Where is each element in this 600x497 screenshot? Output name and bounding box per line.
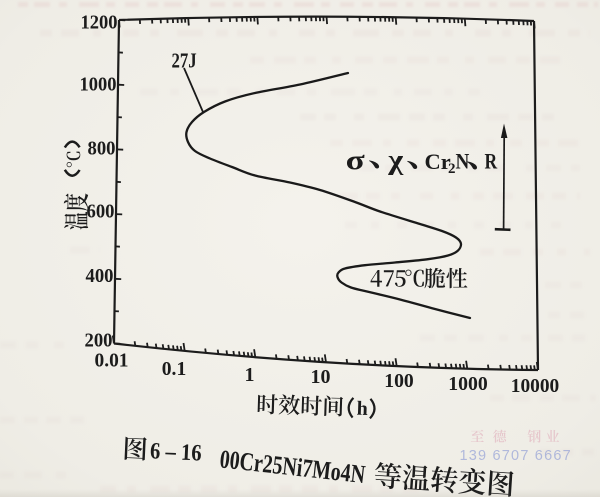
svg-text:100: 100 [384,370,414,392]
svg-text:N: N [456,148,470,174]
svg-text:139 6707 6667: 139 6707 6667 [460,448,572,464]
svg-text:Cr: Cr [425,149,451,174]
svg-text:600: 600 [87,201,115,223]
svg-text:1000: 1000 [80,74,117,96]
svg-text:800: 800 [88,138,116,160]
svg-text:σ: σ [346,145,365,175]
svg-text:10000: 10000 [511,375,560,397]
svg-text:χ: χ [387,144,404,176]
svg-text:1: 1 [245,364,255,386]
svg-text:1200: 1200 [81,12,118,34]
svg-text:R: R [485,149,498,174]
svg-text:400: 400 [86,265,114,287]
svg-text:0.01: 0.01 [95,350,129,372]
svg-text:h: h [356,398,368,420]
svg-text:27J: 27J [172,50,197,73]
svg-text:6 – 16: 6 – 16 [150,437,203,466]
svg-text:1000: 1000 [448,373,488,395]
svg-text:2: 2 [448,161,456,177]
svg-text:0.1: 0.1 [162,358,187,380]
svg-text:10: 10 [311,366,331,388]
svg-text:200: 200 [85,330,113,352]
